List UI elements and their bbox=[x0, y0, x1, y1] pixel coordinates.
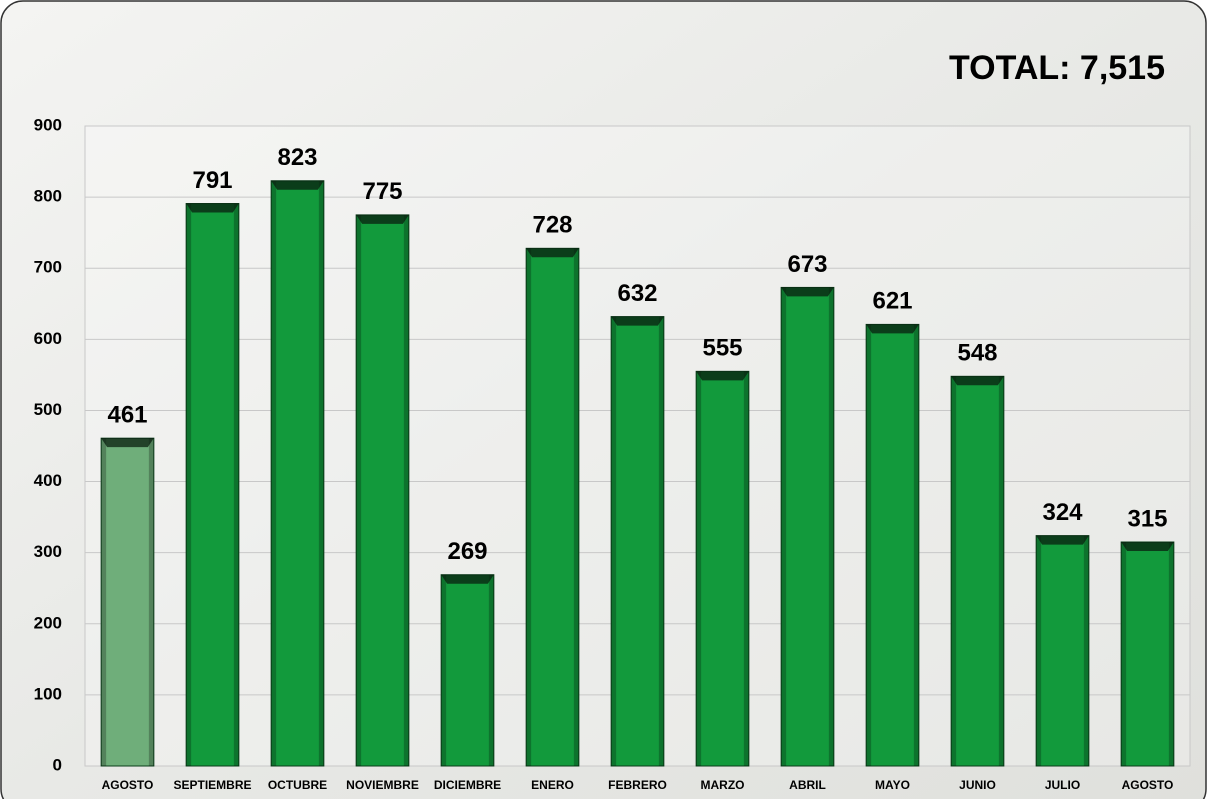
x-tick-label: DICIEMBRE bbox=[434, 778, 501, 792]
bar bbox=[1035, 535, 1090, 767]
bar-shade-right bbox=[743, 371, 749, 766]
y-tick-label: 600 bbox=[34, 329, 62, 348]
data-label: 621 bbox=[872, 288, 912, 315]
bar-shade-right bbox=[658, 316, 664, 766]
bar-shade-left bbox=[101, 438, 107, 766]
bar-shade-left bbox=[611, 316, 617, 766]
x-tick-label: AGOSTO bbox=[102, 778, 154, 792]
bar-shade-right bbox=[998, 376, 1004, 766]
y-tick-label: 0 bbox=[53, 755, 62, 774]
bar-shade-right bbox=[403, 214, 409, 766]
x-tick-label: MARZO bbox=[701, 778, 745, 792]
data-label: 324 bbox=[1042, 499, 1083, 526]
data-label: 315 bbox=[1127, 505, 1167, 532]
bar bbox=[100, 437, 155, 767]
data-label: 632 bbox=[617, 280, 657, 307]
data-label: 775 bbox=[362, 178, 402, 205]
data-label: 548 bbox=[957, 340, 997, 367]
bar-shade-right bbox=[233, 203, 239, 766]
bar-shade-right bbox=[1168, 542, 1174, 766]
data-label: 269 bbox=[447, 538, 487, 565]
bar-cap bbox=[781, 287, 834, 297]
bar-shade-left bbox=[186, 203, 192, 766]
bar bbox=[355, 214, 410, 767]
bar-shade-left bbox=[271, 180, 277, 766]
bar bbox=[525, 247, 580, 767]
bar-shade-right bbox=[318, 180, 324, 766]
bar-cap bbox=[611, 316, 664, 326]
bar-cap bbox=[1036, 535, 1089, 545]
bar-shade-left bbox=[1036, 535, 1042, 766]
bar bbox=[440, 574, 495, 767]
y-tick-label: 400 bbox=[34, 471, 62, 490]
bar-cap bbox=[101, 438, 154, 448]
bar-shade-left bbox=[866, 324, 872, 766]
bar-cap bbox=[271, 180, 324, 190]
y-tick-label: 100 bbox=[34, 684, 62, 703]
data-label: 673 bbox=[787, 251, 827, 278]
x-tick-label: NOVIEMBRE bbox=[346, 778, 419, 792]
bar-shade-left bbox=[356, 214, 362, 766]
bar-shade-right bbox=[828, 287, 834, 766]
bar-shade-right bbox=[148, 438, 154, 766]
x-tick-label: ABRIL bbox=[789, 778, 826, 792]
y-tick-label: 800 bbox=[34, 187, 62, 206]
x-tick-label: ENERO bbox=[531, 778, 574, 792]
data-label: 823 bbox=[277, 144, 317, 171]
x-tick-label: MAYO bbox=[875, 778, 910, 792]
bar-cap bbox=[696, 371, 749, 381]
data-label: 791 bbox=[192, 167, 232, 194]
bar-shade-left bbox=[781, 287, 787, 766]
bar-shade-right bbox=[573, 248, 579, 767]
data-label: 728 bbox=[532, 212, 572, 239]
bar bbox=[185, 203, 240, 767]
x-tick-label: JUNIO bbox=[959, 778, 996, 792]
bar-shade-right bbox=[913, 324, 919, 766]
bar bbox=[1120, 541, 1175, 767]
y-tick-label: 200 bbox=[34, 613, 62, 632]
bar bbox=[695, 370, 750, 767]
bar-shade-left bbox=[951, 376, 957, 766]
bar-shade-left bbox=[1121, 542, 1127, 766]
bar-shade-right bbox=[488, 574, 494, 766]
x-tick-label: JULIO bbox=[1045, 778, 1080, 792]
bar-cap bbox=[186, 203, 239, 213]
bar-cap bbox=[866, 324, 919, 334]
y-tick-label: 700 bbox=[34, 258, 62, 277]
y-tick-label: 900 bbox=[34, 115, 62, 134]
data-label: 461 bbox=[107, 402, 147, 429]
bar-cap bbox=[1121, 542, 1174, 551]
bar bbox=[270, 180, 325, 767]
bar-cap bbox=[526, 248, 579, 258]
bar-cap bbox=[951, 376, 1004, 386]
data-label: 555 bbox=[702, 335, 742, 362]
bar bbox=[950, 375, 1005, 767]
bar bbox=[865, 323, 920, 767]
x-tick-label: OCTUBRE bbox=[268, 778, 327, 792]
y-tick-label: 300 bbox=[34, 542, 62, 561]
bar-shade-left bbox=[696, 371, 702, 766]
bar-cap bbox=[356, 214, 409, 224]
bar-shade-right bbox=[1083, 535, 1089, 766]
chart-title: TOTAL: 7,515 bbox=[949, 49, 1165, 87]
bar bbox=[610, 316, 665, 767]
y-tick-label: 500 bbox=[34, 400, 62, 419]
bar-shade-left bbox=[526, 248, 532, 767]
bar-cap bbox=[441, 574, 494, 584]
bar bbox=[780, 286, 835, 767]
x-tick-label: FEBRERO bbox=[608, 778, 667, 792]
x-tick-label: SEPTIEMBRE bbox=[173, 778, 251, 792]
bar-shade-left bbox=[441, 574, 447, 766]
x-tick-label: AGOSTO bbox=[1122, 778, 1174, 792]
